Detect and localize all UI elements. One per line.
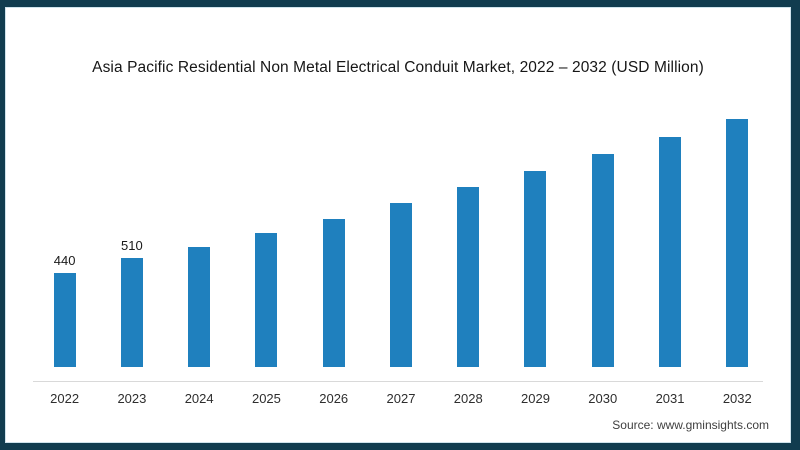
bar-2024	[188, 247, 211, 367]
x-tick-label-2030: 2030	[588, 391, 618, 406]
bar-value-label-2023: 510	[121, 238, 143, 253]
x-tick-label-2027: 2027	[386, 391, 416, 406]
plot-area: 440 510	[31, 95, 771, 367]
bar-value-label-2022: 440	[53, 253, 76, 268]
bar-2025	[255, 233, 278, 367]
bar-column-2030	[569, 95, 636, 367]
bar-2032	[726, 119, 749, 367]
x-tick-label-2022: 2022	[50, 391, 80, 406]
bar-2031	[659, 137, 682, 367]
bar-2022	[53, 273, 76, 367]
bar-2029	[524, 171, 547, 367]
x-tick-label-2025: 2025	[251, 391, 281, 406]
bar-column-2023: 510	[98, 95, 165, 367]
x-tick-label-2029: 2029	[521, 391, 550, 406]
bar-2023	[120, 258, 143, 367]
bar-column-2025	[233, 95, 300, 367]
bar-2030	[591, 154, 614, 367]
bar-2027	[389, 203, 412, 367]
bar-column-2031	[636, 95, 703, 367]
bar-column-2028	[435, 95, 502, 367]
bar-column-2022: 440	[31, 95, 98, 367]
x-tick-label-2026: 2026	[319, 391, 349, 406]
x-tick-label-2031: 2031	[655, 391, 685, 406]
x-tick-label-2032: 2032	[722, 391, 752, 406]
bar-column-2029	[502, 95, 569, 367]
bar-2028	[457, 187, 480, 367]
x-tick-label-2028: 2028	[453, 391, 483, 406]
x-tick-label-2023: 2023	[117, 391, 147, 406]
bar-2026	[322, 219, 345, 367]
bar-column-2026	[300, 95, 367, 367]
x-tick-label-2024: 2024	[184, 391, 214, 406]
bar-column-2027	[367, 95, 434, 367]
x-axis-labels: 2022 2023 2024 2025 2026 2027 2028 2029 2030 2031…	[31, 391, 771, 406]
chart-title: Asia Pacific Residential Non Metal Elect…	[92, 59, 704, 76]
source-text: Source: www.gminsights.com	[612, 418, 769, 432]
bar-column-2032	[704, 95, 771, 367]
bar-column-2024	[166, 95, 233, 367]
x-axis-line	[33, 381, 763, 382]
